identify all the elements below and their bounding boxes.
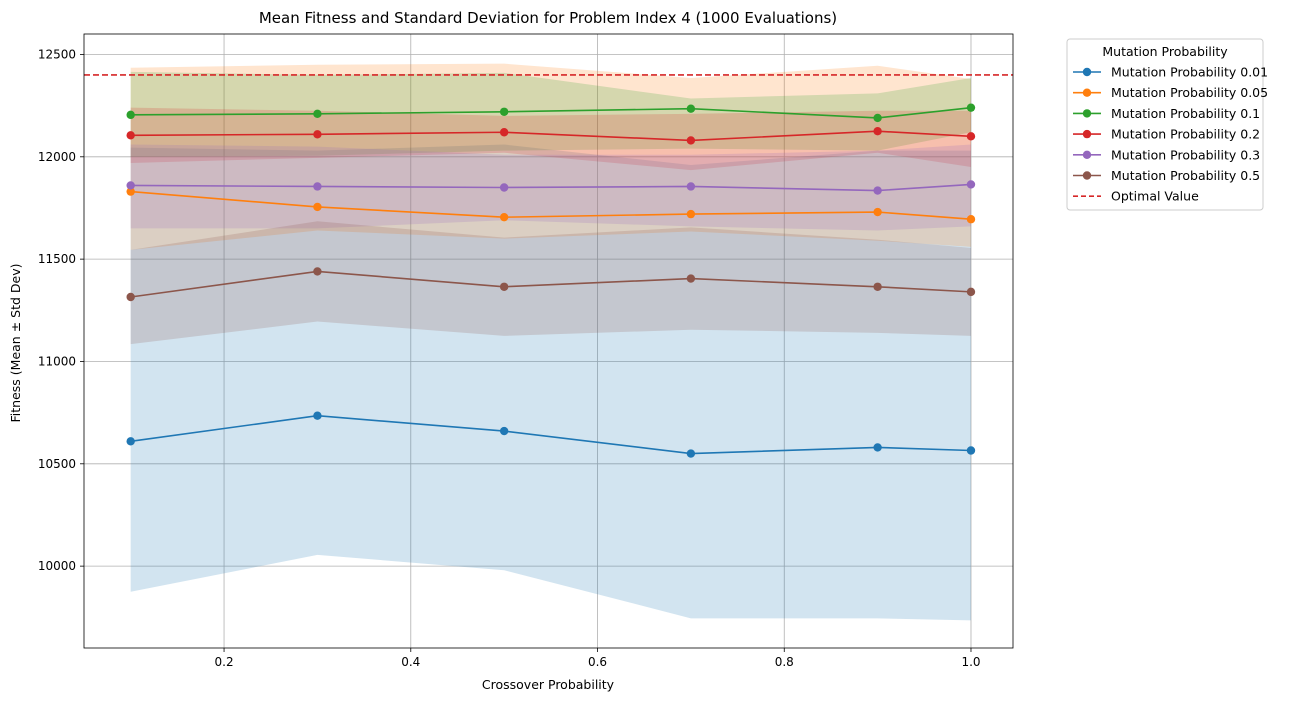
data-point <box>966 287 976 297</box>
series-line <box>130 270 972 298</box>
data-point <box>966 180 976 189</box>
data-point <box>313 202 322 212</box>
data-point <box>873 443 882 452</box>
axes-frame <box>83 33 1014 649</box>
x-axis-label: Crossover Probability <box>482 677 615 692</box>
data-point <box>499 107 509 116</box>
legend-swatch-marker <box>1082 150 1092 159</box>
chart-title: Mean Fitness and Standard Deviation for … <box>259 9 837 27</box>
data-point <box>499 282 509 291</box>
legend-label: Mutation Probability 0.05 <box>1111 85 1268 100</box>
axes: 0.2 0.4 0.6 0.8 1.0 10000 10500 11000 11500 12000… <box>38 33 1014 669</box>
data-point <box>126 437 135 446</box>
data-point <box>313 411 322 420</box>
data-point <box>966 446 976 455</box>
std-band <box>130 144 971 621</box>
data-point <box>126 187 135 196</box>
data-point <box>873 282 882 291</box>
data-point <box>873 186 882 195</box>
data-point <box>873 113 882 123</box>
legend-swatch-marker <box>1082 109 1092 118</box>
plot-area <box>84 34 1013 648</box>
legend-box <box>1066 38 1264 211</box>
std-band <box>130 221 971 345</box>
data-point <box>126 131 135 140</box>
std-band <box>130 107 971 171</box>
data-point <box>313 267 322 276</box>
y-tick-label: 12000 <box>38 150 76 164</box>
y-axis-label: Fitness (Mean ± Std Dev) <box>8 264 23 423</box>
x-tick-label: 0.8 <box>775 655 794 669</box>
data-point <box>313 130 322 139</box>
y-tick-label: 10000 <box>38 559 76 573</box>
legend-label: Mutation Probability 0.3 <box>1111 147 1260 162</box>
data-point <box>126 110 135 120</box>
series-line <box>130 190 972 221</box>
data-point <box>873 207 882 217</box>
x-tick-label: 0.6 <box>588 655 607 669</box>
data-point <box>686 104 696 113</box>
series-lines <box>126 103 976 458</box>
y-tick-label: 12500 <box>38 47 76 61</box>
legend-label: Optimal Value <box>1111 189 1199 204</box>
legend-swatch-marker <box>1082 67 1092 77</box>
legend-swatch-marker <box>1082 129 1092 139</box>
data-point <box>126 292 135 302</box>
x-tick-label: 0.4 <box>401 655 420 669</box>
x-tick-label: 1.0 <box>961 655 980 669</box>
x-tick-label: 0.2 <box>215 655 234 669</box>
std-dev-bands <box>130 63 971 621</box>
data-point <box>686 136 696 145</box>
series-line <box>130 183 972 192</box>
legend-label: Mutation Probability 0.5 <box>1111 168 1260 183</box>
series-line <box>130 414 972 455</box>
data-point <box>313 182 322 191</box>
data-point <box>499 212 509 222</box>
series-line <box>130 106 972 119</box>
series-line <box>130 130 972 142</box>
std-band <box>130 63 971 250</box>
legend-swatch-marker <box>1082 171 1092 180</box>
legend-swatch-marker <box>1082 88 1092 97</box>
data-point <box>686 274 696 283</box>
legend-label: Mutation Probability 0.2 <box>1111 127 1260 142</box>
y-tick-label: 11000 <box>38 354 76 368</box>
y-tick-label: 10500 <box>38 457 76 471</box>
data-point <box>966 215 976 224</box>
data-point <box>499 128 509 137</box>
data-point <box>499 426 509 436</box>
data-point <box>126 181 135 190</box>
legend: Mutation Probability Mutation Probability… <box>1066 38 1268 211</box>
data-point <box>966 103 976 112</box>
data-point <box>966 132 976 141</box>
y-tick-label: 11500 <box>38 252 76 266</box>
legend-label: Mutation Probability 0.01 <box>1111 65 1268 80</box>
std-band <box>130 71 971 157</box>
legend-title: Mutation Probability <box>1102 44 1228 59</box>
data-point <box>686 182 696 191</box>
legend-label: Mutation Probability 0.1 <box>1111 106 1260 121</box>
data-point <box>686 449 696 458</box>
plot-background <box>84 34 1013 648</box>
data-point <box>873 127 882 136</box>
data-point <box>499 183 509 192</box>
data-point <box>686 209 696 219</box>
data-point <box>313 109 322 119</box>
